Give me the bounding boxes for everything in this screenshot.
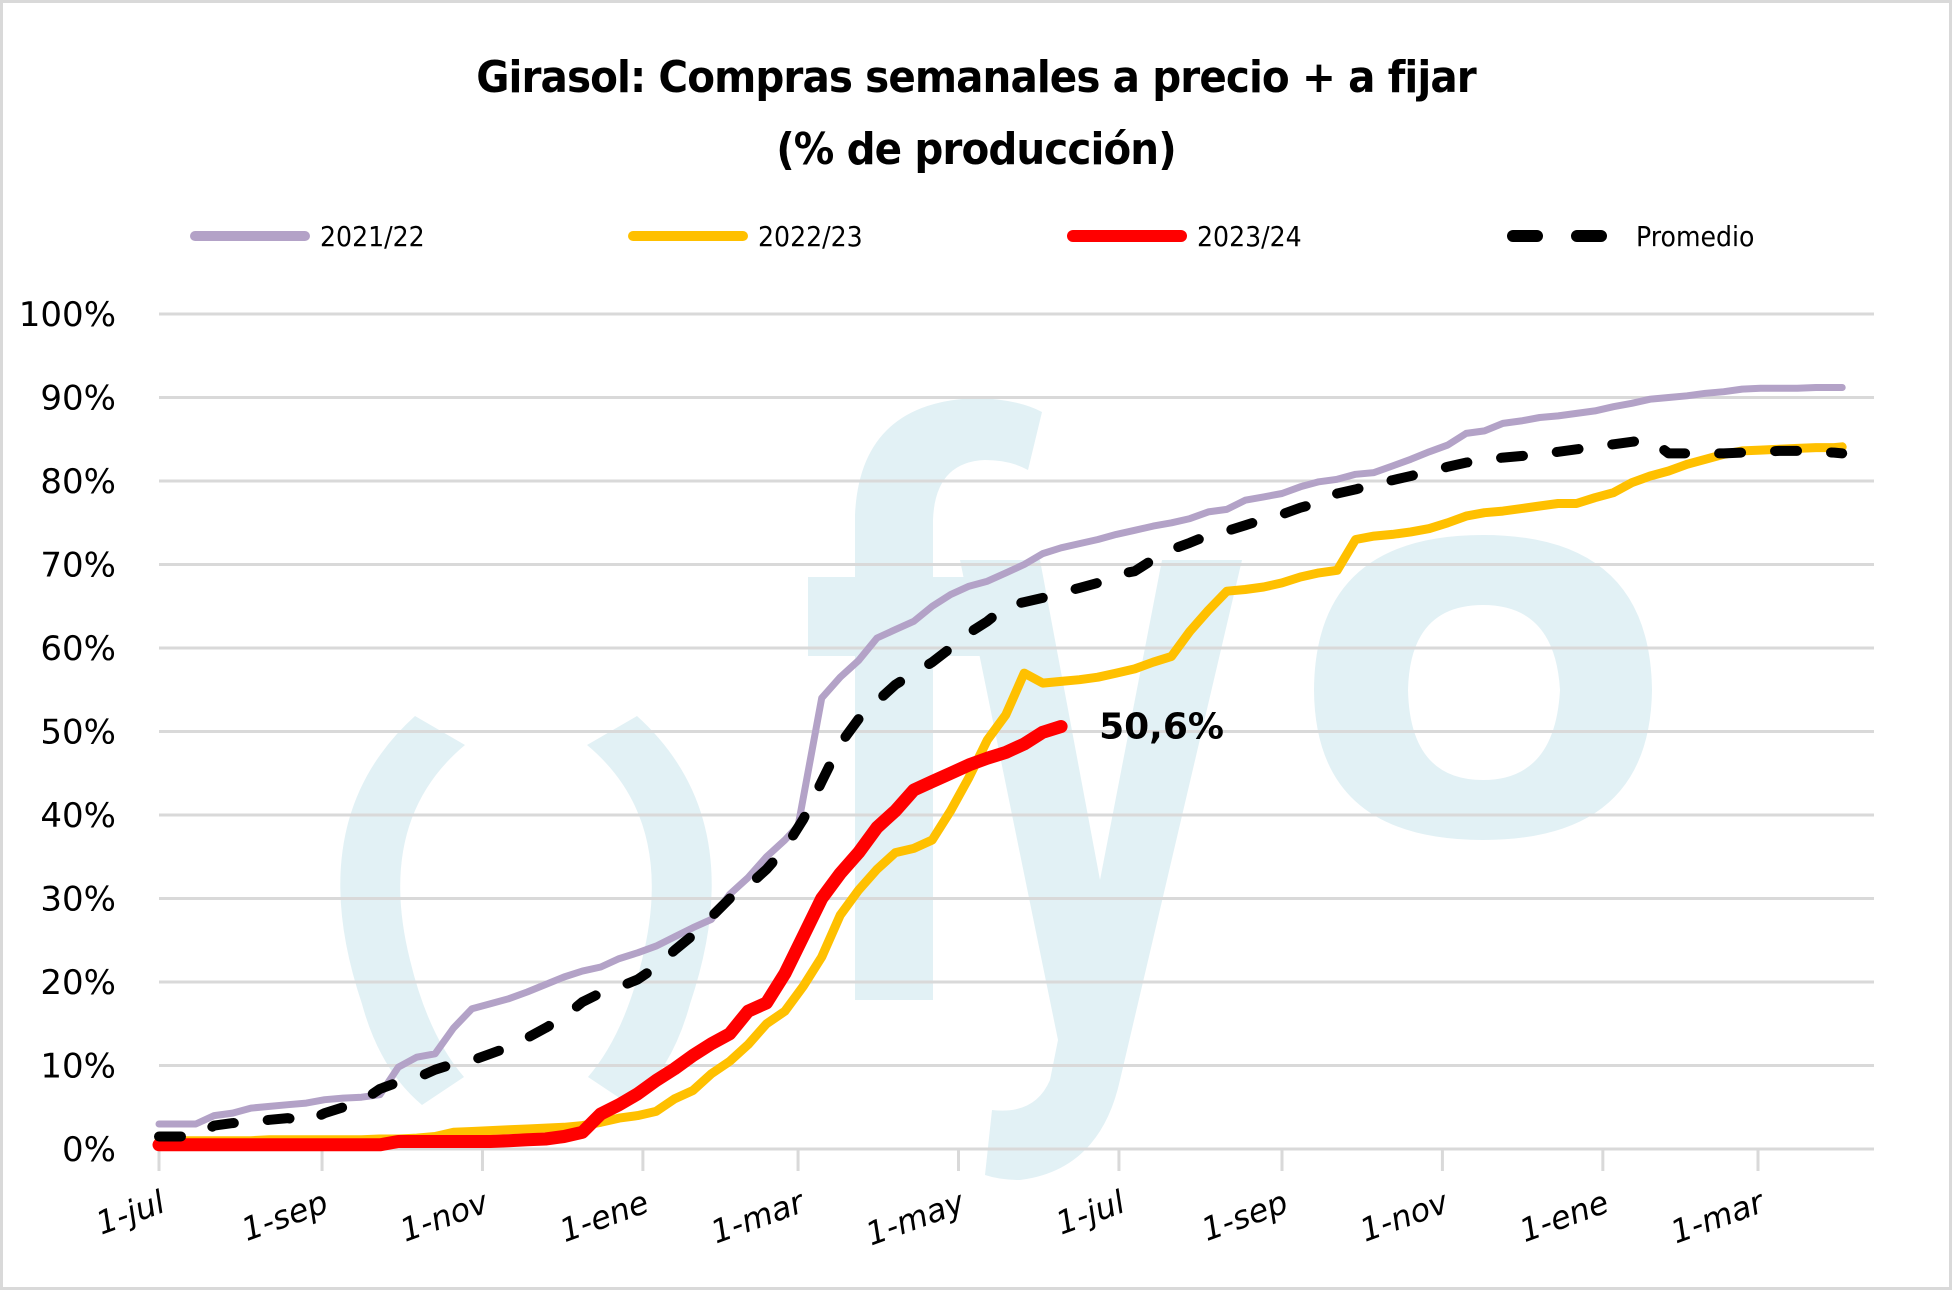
x-tick-label: 1-ene (1515, 1183, 1614, 1250)
y-tick-label: 70% (40, 546, 116, 586)
data-label-annotation: 50,6% (1099, 706, 1224, 747)
x-tick-label: 1-ene (555, 1183, 654, 1250)
y-tick-label: 90% (40, 379, 116, 419)
y-tick-label: 20% (40, 963, 116, 1003)
legend-label: Promedio (1636, 219, 1755, 253)
legend-label: 2021/22 (320, 219, 425, 253)
legend-item-2023-24: 2023/24 (1067, 218, 1313, 254)
dashed-line-icon (1507, 230, 1625, 242)
series-line-2021-22 (155, 384, 1846, 1128)
y-tick-label: 60% (40, 629, 116, 669)
y-tick-label: 40% (40, 796, 116, 836)
y-tick-label: 100% (19, 295, 116, 335)
y-tick-label: 50% (40, 713, 116, 753)
x-tick-label: 1-sep (237, 1183, 333, 1249)
legend-item-2021-22: 2021/22 (190, 218, 436, 254)
y-tick-label: 80% (40, 462, 116, 502)
series-line-promedio (154, 434, 1848, 1142)
legend-swatch-icon (1067, 230, 1187, 242)
legend-label: 2022/23 (758, 219, 863, 253)
y-tick-label: 0% (62, 1130, 116, 1170)
x-tick-label: 1-jul (91, 1183, 170, 1243)
y-tick-label: 10% (40, 1047, 116, 1087)
x-tick-label: 1-jul (1051, 1183, 1130, 1243)
x-axis (157, 1147, 1874, 1171)
x-tick-label: 1-nov (395, 1182, 494, 1249)
legend-item-promedio: Promedio (1506, 218, 1768, 254)
x-tick-label: 1-mar (1666, 1182, 1771, 1251)
legend-label: 2023/24 (1197, 219, 1302, 253)
legend-swatch-icon (628, 231, 748, 241)
gridlines (159, 312, 1874, 1067)
y-axis-labels: 0% 10% 20% 30% 40% 50% 60% 70% 80% 90% 100% (19, 295, 116, 1170)
legend-item-2022-23: 2022/23 (628, 218, 874, 254)
chart-title: Girasol: Compras semanales a precio + a … (476, 52, 1476, 103)
y-tick-label: 30% (40, 880, 116, 920)
legend-swatch-icon (190, 231, 310, 241)
chart-subtitle: (% de producción) (776, 124, 1177, 175)
series-lines (152, 384, 1848, 1152)
x-tick-label: 1-may (861, 1182, 970, 1253)
annotations: 50,6% (1099, 706, 1224, 747)
x-axis-labels: 1-jul 1-sep 1-nov 1-ene 1-mar 1-may 1-jul 1-sep… (91, 1182, 1770, 1253)
x-tick-label: 1-sep (1196, 1183, 1292, 1249)
x-tick-label: 1-nov (1355, 1182, 1454, 1249)
series-line-2023-24 (152, 720, 1068, 1152)
x-tick-label: 1-mar (706, 1182, 811, 1251)
